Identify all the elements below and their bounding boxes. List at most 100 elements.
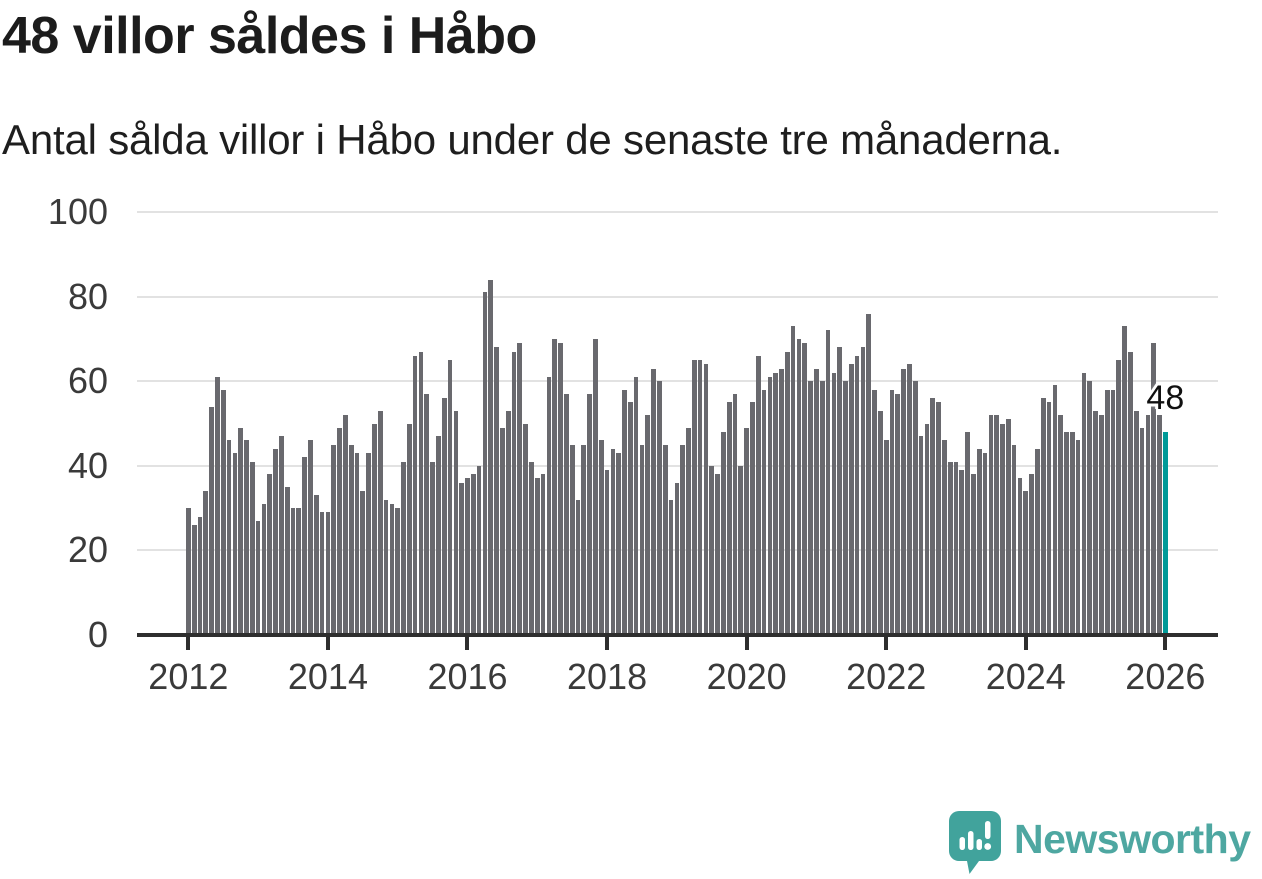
y-axis-label: 40 [67, 444, 108, 486]
bar [1058, 415, 1063, 635]
y-axis-label: 60 [67, 360, 108, 402]
bar [767, 376, 773, 635]
bar [430, 461, 435, 635]
bar [267, 474, 273, 635]
bar [848, 364, 854, 635]
bar [523, 423, 528, 635]
x-tick [465, 637, 470, 650]
bar [465, 478, 470, 635]
x-axis-label: 2012 [148, 656, 229, 697]
bar [372, 423, 377, 635]
x-tick [325, 637, 330, 650]
bar [331, 444, 337, 635]
bar [279, 436, 284, 635]
y-axis-label: 80 [67, 275, 108, 317]
bar [337, 427, 342, 635]
chart-subtitle: Antal sålda villor i Håbo under de senas… [2, 116, 1063, 163]
bar [325, 512, 331, 635]
bar [1093, 410, 1098, 635]
gridline [137, 464, 1218, 467]
bar [406, 423, 412, 635]
bar [226, 440, 232, 635]
bar [965, 431, 970, 635]
bar [593, 338, 598, 635]
bar [610, 448, 616, 635]
bar [790, 326, 796, 635]
x-tick [744, 637, 749, 650]
bar [529, 461, 534, 635]
bar [953, 461, 959, 635]
bar [575, 499, 581, 635]
bar [819, 381, 825, 635]
bar [1157, 415, 1162, 635]
highlighted-bar [1163, 431, 1168, 635]
bar [1029, 474, 1034, 635]
bar [261, 503, 267, 635]
bar [500, 427, 505, 635]
bar [773, 372, 779, 635]
bar [255, 520, 261, 635]
bar [598, 440, 604, 635]
bar [424, 393, 430, 635]
newsworthy-logo: Newsworthy [948, 810, 1251, 876]
bar [686, 427, 691, 635]
newsworthy-logo-icon [949, 811, 1001, 874]
bar [843, 381, 848, 635]
bar [831, 372, 837, 635]
bar [651, 368, 656, 635]
bar [389, 503, 395, 635]
bar [569, 444, 575, 635]
bar [564, 393, 569, 635]
bar [657, 381, 662, 635]
bar [668, 499, 674, 635]
bar [1035, 448, 1040, 635]
bar [721, 431, 726, 635]
bar [872, 389, 877, 635]
bar [662, 444, 668, 635]
bar [587, 393, 592, 635]
bar [244, 440, 249, 635]
bar [1064, 431, 1069, 635]
bar [447, 360, 453, 635]
x-axis-line [137, 633, 1218, 637]
bar [482, 292, 488, 635]
bar [284, 486, 290, 635]
bar [191, 525, 197, 635]
bar [796, 338, 802, 635]
bar [697, 360, 703, 635]
bar [581, 444, 587, 635]
bar [1046, 402, 1052, 635]
bar [889, 389, 895, 635]
x-tick [1023, 637, 1028, 650]
bar [215, 376, 220, 635]
bar [883, 440, 889, 635]
bar [441, 398, 447, 635]
bar [401, 461, 406, 635]
bar [645, 415, 651, 635]
bar [901, 368, 906, 635]
bar [691, 360, 697, 635]
bar [1116, 360, 1122, 635]
bar [633, 376, 639, 635]
bar [546, 376, 552, 635]
bar [308, 440, 313, 635]
bar [558, 343, 563, 635]
bar [1000, 423, 1005, 635]
bar [750, 402, 755, 635]
bar [825, 330, 831, 635]
bar [715, 474, 720, 635]
page-title: 48 villor såldes i Håbo [2, 7, 537, 65]
gridline [137, 211, 1218, 213]
bar [604, 470, 610, 635]
x-axis-label: 2018 [567, 656, 648, 697]
y-axis-label: 20 [67, 529, 108, 571]
bar [680, 444, 685, 635]
x-tick [1163, 637, 1168, 650]
bar [732, 393, 738, 635]
bar [971, 474, 976, 635]
bar [703, 364, 709, 635]
bar [377, 410, 383, 635]
bar [802, 343, 808, 635]
